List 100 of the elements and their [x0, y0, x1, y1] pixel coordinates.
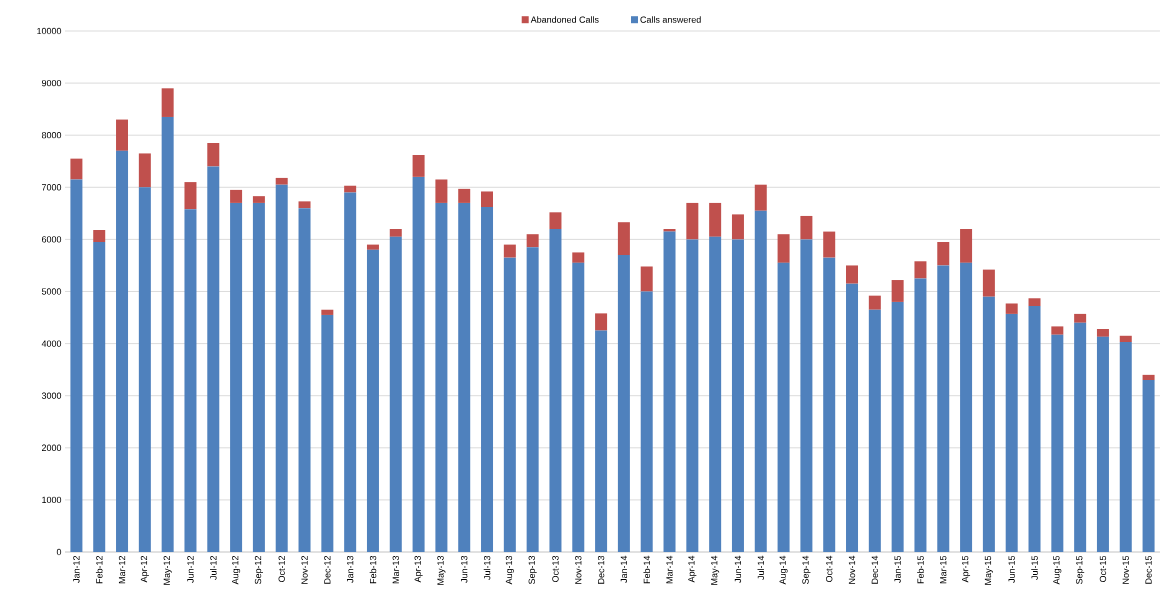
x-tick-label: Mar-12 — [118, 555, 126, 584]
bar — [389, 228, 402, 237]
bar — [595, 330, 608, 552]
bar — [275, 184, 288, 552]
bar — [982, 269, 995, 297]
bar — [891, 301, 904, 552]
y-tick-label: 6000 — [41, 236, 62, 243]
bar — [252, 196, 265, 203]
bar — [1119, 342, 1132, 552]
x-tick-label: Jun-15 — [1008, 555, 1015, 583]
x-tick-label: Jan-12 — [73, 555, 80, 583]
bar — [298, 208, 311, 552]
x-tick-label: Nov-12 — [301, 555, 308, 584]
bar — [731, 214, 744, 240]
x-tick-label: Jun-13 — [461, 555, 468, 583]
bar — [982, 296, 995, 552]
x-tick-label: Jul-12 — [209, 555, 217, 580]
bar — [1074, 322, 1087, 552]
bar — [298, 201, 311, 209]
bar — [640, 266, 653, 292]
x-tick-label: Jun-14 — [734, 555, 742, 583]
bar — [116, 119, 129, 151]
x-tick-label: Jul-14 — [757, 555, 765, 580]
bar — [549, 212, 562, 229]
bar — [663, 231, 676, 552]
bar — [1028, 298, 1041, 307]
bar — [435, 202, 448, 552]
x-tick-label: Apr-13 — [414, 555, 423, 583]
x-tick-label: Jan-13 — [346, 555, 354, 583]
bar — [116, 150, 129, 552]
bar — [230, 202, 243, 552]
bar — [389, 236, 402, 552]
x-tick-label: Sep-13 — [528, 555, 537, 585]
x-tick-label: Oct-14 — [826, 555, 833, 583]
bar — [754, 184, 767, 211]
x-tick-label: Feb-15 — [917, 555, 924, 584]
y-tick-label: 7000 — [41, 184, 62, 191]
x-tick-label: Oct-13 — [552, 555, 559, 583]
bar — [914, 261, 927, 279]
bar — [1051, 334, 1064, 552]
y-tick-label: 2000 — [41, 444, 62, 451]
bar — [344, 192, 357, 552]
bar — [1096, 336, 1109, 552]
x-tick-label: May-14 — [711, 555, 720, 585]
bar — [846, 283, 859, 552]
bar — [161, 88, 174, 117]
y-tick-label: 5000 — [41, 288, 62, 295]
bar — [458, 188, 471, 203]
bar — [960, 262, 973, 552]
x-tick-label: Apr-15 — [962, 555, 971, 583]
x-tick-label: Dec-12 — [324, 555, 331, 584]
bar — [412, 154, 425, 177]
bar — [1005, 313, 1018, 552]
bar — [960, 228, 973, 263]
bar — [686, 202, 699, 240]
x-tick-label: Mar-15 — [940, 555, 947, 584]
bar — [366, 249, 379, 552]
bar — [458, 202, 471, 552]
x-tick-label: Aug-13 — [505, 555, 514, 585]
x-tick-label: Oct-15 — [1099, 555, 1107, 583]
bar — [184, 182, 197, 210]
x-tick-label: Jan-15 — [894, 555, 901, 583]
x-tick-label: Jun-12 — [187, 555, 194, 583]
bar — [412, 176, 425, 552]
x-tick-label: Sep-14 — [802, 555, 811, 585]
bar — [1074, 313, 1087, 323]
y-tick-label: 8000 — [41, 132, 62, 139]
x-tick-label: Apr-14 — [688, 555, 697, 583]
x-tick-label: Feb-13 — [369, 555, 377, 584]
bar — [1096, 329, 1109, 337]
bar — [321, 314, 334, 552]
bar — [914, 278, 927, 552]
bar — [777, 262, 790, 552]
legend-label: Calls answered — [640, 16, 701, 23]
bar — [435, 179, 448, 203]
bar — [481, 207, 494, 552]
bar — [321, 309, 334, 315]
x-tick-label: Jul-13 — [483, 555, 491, 580]
y-tick-label: 4000 — [41, 340, 62, 347]
x-tick-label: Nov-13 — [575, 555, 582, 584]
x-tick-label: Feb-12 — [95, 555, 103, 584]
bar — [230, 189, 243, 203]
x-tick-label: Sep-12 — [254, 555, 263, 585]
bar — [572, 252, 585, 263]
bar — [731, 239, 744, 552]
bar — [754, 210, 767, 552]
x-tick-label: Aug-12 — [232, 555, 241, 585]
x-tick-label: Apr-12 — [140, 555, 149, 583]
bar — [1142, 374, 1155, 381]
x-tick-label: May-12 — [163, 555, 172, 585]
bar — [93, 242, 106, 552]
bar — [1005, 303, 1018, 314]
y-tick-label: 9000 — [41, 79, 62, 87]
bar — [709, 202, 722, 237]
bar — [526, 247, 539, 552]
bar — [138, 153, 151, 188]
bar — [252, 202, 265, 552]
bar — [640, 291, 653, 552]
bar — [823, 231, 836, 258]
x-tick-label: May-15 — [984, 555, 993, 585]
